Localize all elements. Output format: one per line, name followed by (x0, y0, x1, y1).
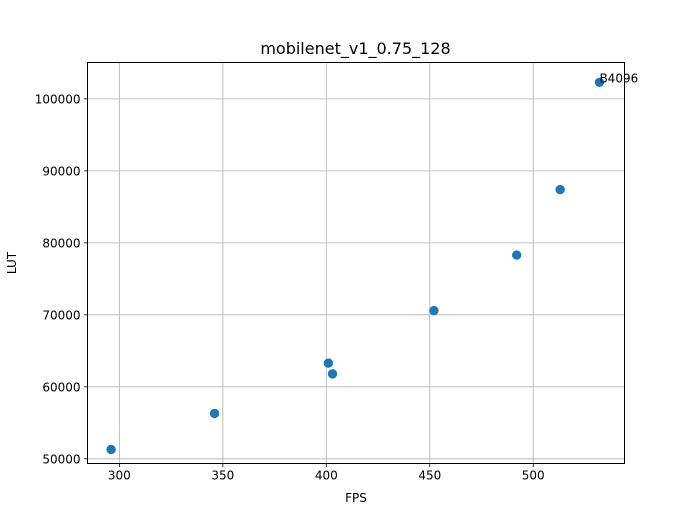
y-axis: 50000 60000 70000 80000 90000 100000 (35, 92, 88, 466)
data-point (594, 77, 605, 87)
x-axis-label: FPS (345, 491, 367, 505)
data-point (511, 250, 522, 260)
x-tick-label: 350 (211, 469, 234, 483)
plot-area-frame (87, 62, 625, 464)
data-points (106, 77, 605, 455)
y-axis-label: LUT (5, 251, 19, 274)
y-tick-label: 90000 (42, 164, 80, 178)
grid-lines (87, 62, 625, 464)
y-tick-label: 50000 (42, 452, 80, 466)
chart-title: mobilenet_v1_0.75_128 (260, 39, 450, 59)
y-tick-label: 70000 (42, 308, 80, 322)
y-tick-label: 60000 (42, 380, 80, 394)
data-point (323, 358, 334, 368)
x-axis: 300 350 400 450 500 (108, 463, 545, 483)
x-tick-label: 400 (315, 469, 338, 483)
x-tick-label: 500 (522, 469, 545, 483)
data-point (555, 184, 565, 195)
x-tick-label: 450 (418, 469, 441, 483)
y-tick-label: 80000 (42, 236, 80, 250)
annotations: B4096 (599, 71, 638, 85)
data-point (327, 369, 338, 379)
x-tick-label: 300 (108, 469, 131, 483)
point-annotation: B4096 (599, 71, 638, 85)
data-point (209, 408, 220, 419)
data-point (106, 444, 116, 455)
y-tick-label: 100000 (35, 92, 81, 106)
data-point (429, 305, 439, 316)
